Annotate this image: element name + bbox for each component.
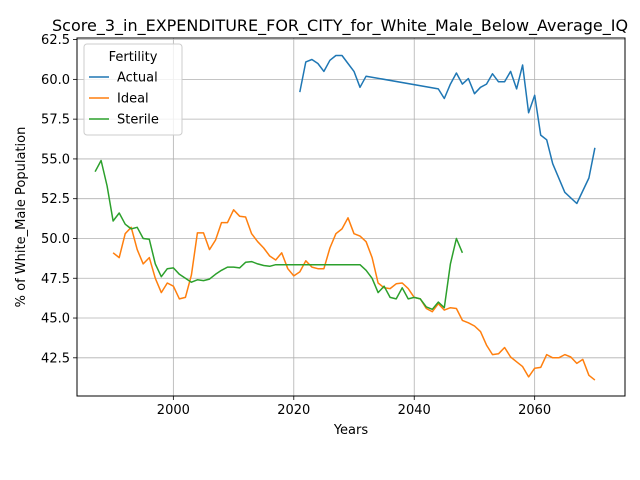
y-tick-label: 55.0 (41, 152, 70, 167)
x-tick-label: 2000 (157, 403, 190, 418)
y-axis: 42.5 45.0 47.5 50.0 52.5 55.0 57.5 60.0 62.5 (41, 33, 77, 366)
plot-area-frame (76, 37, 626, 397)
series-line-sterile (94, 159, 464, 311)
y-tick-label: 45.0 (41, 312, 70, 327)
x-axis-label: Years (333, 423, 369, 438)
series-line-actual (299, 54, 596, 205)
series-lines (94, 54, 596, 381)
y-tick-label: 52.5 (41, 192, 70, 207)
y-tick-label: 60.0 (41, 73, 70, 88)
y-tick-label: 57.5 (41, 113, 70, 128)
chart-title: Score_3_in_EXPENDITURE_FOR_CITY_for_Whit… (52, 16, 628, 36)
legend-title: Fertility (109, 50, 158, 65)
x-axis: 2000 2020 2040 2060 (157, 396, 551, 418)
y-tick-label: 50.0 (41, 232, 70, 247)
legend-label-sterile: Sterile (117, 113, 159, 128)
legend-label-ideal: Ideal (117, 92, 149, 107)
legend-label-actual: Actual (117, 71, 158, 86)
y-tick-label: 42.5 (41, 351, 70, 366)
series-line-ideal (112, 209, 596, 381)
legend-box (83, 43, 183, 136)
y-tick-label: 62.5 (41, 33, 70, 48)
x-tick-label: 2020 (277, 403, 310, 418)
x-tick-label: 2040 (398, 403, 431, 418)
y-axis-label: % of White_Male Population (14, 127, 29, 308)
legend: Fertility Actual Ideal Sterile (83, 43, 183, 136)
y-tick-label: 47.5 (41, 272, 70, 287)
x-tick-label: 2060 (518, 403, 551, 418)
